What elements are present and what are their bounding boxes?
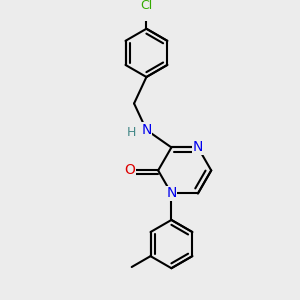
Text: N: N xyxy=(166,186,177,200)
Text: N: N xyxy=(141,123,152,137)
Text: O: O xyxy=(125,164,136,177)
Text: N: N xyxy=(193,140,203,154)
Text: H: H xyxy=(127,126,136,139)
Text: Cl: Cl xyxy=(140,0,152,12)
